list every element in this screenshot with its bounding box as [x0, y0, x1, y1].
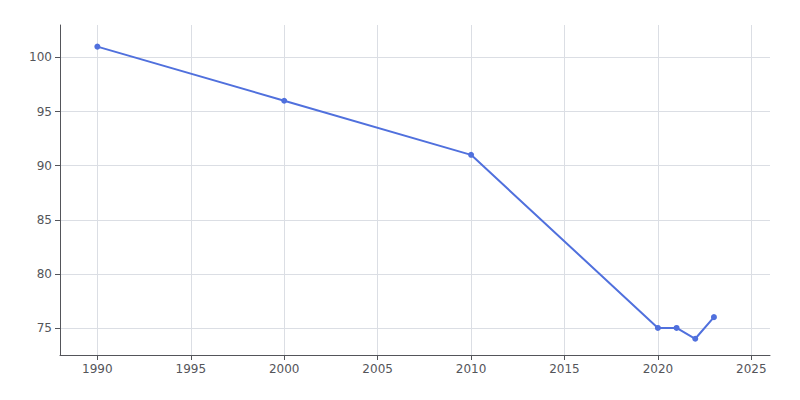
svg-text:100: 100 [29, 50, 52, 64]
svg-text:85: 85 [37, 213, 52, 227]
svg-text:2015: 2015 [549, 362, 580, 376]
svg-text:2020: 2020 [643, 362, 674, 376]
svg-text:95: 95 [37, 105, 52, 119]
svg-text:2000: 2000 [269, 362, 300, 376]
svg-text:2010: 2010 [456, 362, 487, 376]
svg-text:2025: 2025 [736, 362, 767, 376]
svg-text:90: 90 [37, 159, 52, 173]
svg-text:75: 75 [37, 321, 52, 335]
svg-text:2005: 2005 [362, 362, 393, 376]
svg-text:1990: 1990 [82, 362, 113, 376]
svg-text:80: 80 [37, 267, 52, 281]
svg-text:1995: 1995 [176, 362, 207, 376]
